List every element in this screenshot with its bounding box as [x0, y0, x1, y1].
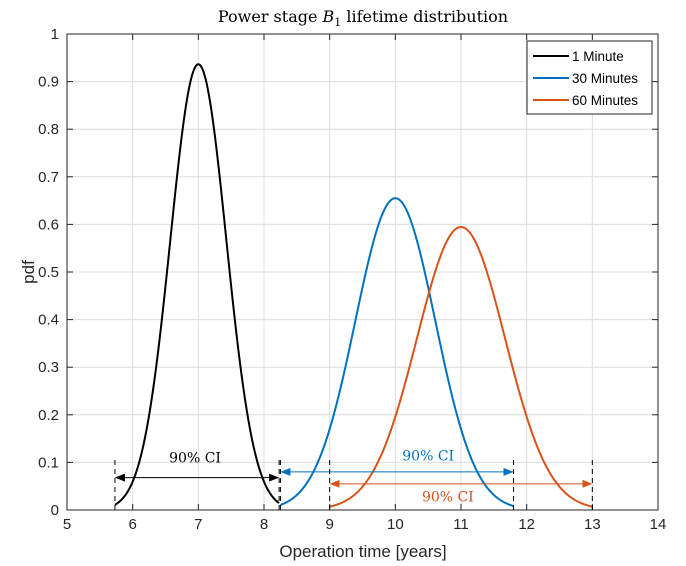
y-tick-label: 0.9 [38, 74, 59, 91]
pdf-curves [114, 63, 593, 508]
y-tick-label: 0.8 [38, 121, 59, 138]
y-tick-label: 0.3 [38, 359, 59, 376]
x-tick-label: 13 [584, 516, 601, 533]
x-tick-label: 8 [260, 516, 268, 533]
y-tick-label: 0.4 [38, 312, 59, 329]
y-tick-label: 1 [51, 26, 59, 43]
x-tick-label: 9 [325, 516, 333, 533]
y-tick-label: 0.7 [38, 169, 59, 186]
x-axis-label: Operation time [years] [279, 542, 446, 561]
series-line-30-minutes [280, 197, 514, 508]
legend: 1 Minute 30 Minutes 60 Minutes [526, 40, 653, 115]
x-tick-label: 12 [518, 516, 535, 533]
y-axis-label: pdf [19, 260, 38, 284]
ci-label: 90% CI [402, 448, 454, 464]
legend-label: 60 Minutes [572, 93, 638, 108]
x-tick-label: 14 [650, 516, 667, 533]
x-tick-label: 6 [128, 516, 136, 533]
y-tick-label: 0 [51, 502, 59, 519]
y-tick-label: 0.1 [38, 454, 59, 471]
plot-area-frame [66, 33, 659, 511]
series-line-1-minute [114, 63, 280, 506]
y-tick-label: 0.6 [38, 216, 59, 233]
legend-label: 30 Minutes [572, 71, 638, 86]
ci-annotations: 90% CI 90% CI 90% CI [114, 448, 593, 510]
x-tick-label: 10 [387, 516, 404, 533]
x-tick-label: 11 [453, 516, 469, 533]
axis-ticks: 5 6 7 8 9 10 11 12 13 14 0 0.1 0.2 0.3 0.4 0.5 0.6 0.7 0.8… [38, 26, 666, 533]
legend-label: 1 Minute [572, 49, 624, 64]
y-tick-label: 0.2 [38, 407, 59, 424]
ci-label: 90% CI [422, 490, 474, 506]
x-tick-label: 5 [63, 516, 71, 533]
chart-title: Power stage B1 lifetime distribution [218, 7, 508, 29]
x-tick-label: 7 [194, 516, 202, 533]
y-tick-label: 0.5 [38, 264, 59, 281]
ci-label: 90% CI [169, 451, 221, 467]
grid-lines [67, 34, 658, 510]
